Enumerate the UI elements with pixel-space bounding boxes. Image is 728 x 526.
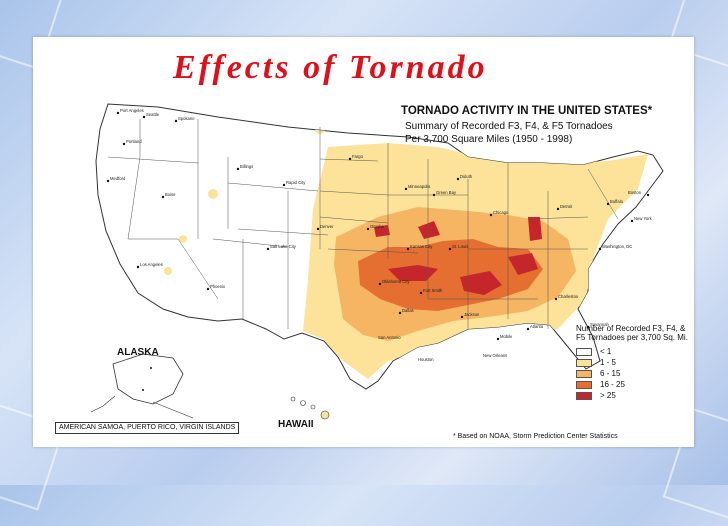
legend-label: 6 - 15 bbox=[600, 369, 621, 378]
svg-text:Los Angeles: Los Angeles bbox=[140, 262, 163, 267]
hawaii-inset bbox=[290, 396, 330, 420]
svg-text:Fort Smith: Fort Smith bbox=[423, 288, 443, 293]
legend-label: 16 - 25 bbox=[600, 380, 625, 389]
svg-text:Fargo: Fargo bbox=[352, 154, 364, 159]
density-16-25 bbox=[358, 239, 543, 311]
city-dots bbox=[106, 111, 650, 341]
svg-text:Billings: Billings bbox=[240, 164, 253, 169]
svg-text:St. Louis: St. Louis bbox=[452, 244, 468, 249]
legend-swatch bbox=[576, 391, 592, 400]
legend-item: 1 - 5 bbox=[576, 357, 694, 368]
density-over-25 bbox=[388, 265, 438, 281]
svg-text:Savannah: Savannah bbox=[590, 322, 610, 327]
legend-swatch bbox=[576, 369, 592, 378]
territories-note: AMERICAN SAMOA, PUERTO RICO, VIRGIN ISLA… bbox=[55, 422, 240, 434]
svg-text:Green Bay: Green Bay bbox=[436, 190, 457, 195]
svg-text:Boise: Boise bbox=[165, 192, 176, 197]
svg-text:Jackson: Jackson bbox=[464, 312, 480, 317]
map-footnote: * Based on NOAA, Storm Prediction Center… bbox=[453, 433, 618, 440]
svg-text:Buffalo: Buffalo bbox=[610, 199, 624, 204]
svg-text:Boston: Boston bbox=[628, 190, 642, 195]
hawaii-label: HAWAII bbox=[278, 419, 314, 430]
legend-label: > 25 bbox=[600, 391, 616, 400]
density-spot bbox=[208, 189, 218, 199]
state-borders bbox=[107, 119, 619, 329]
svg-text:San Antonio: San Antonio bbox=[378, 335, 401, 340]
svg-text:Medford: Medford bbox=[110, 176, 126, 181]
svg-text:Rapid City: Rapid City bbox=[286, 180, 306, 185]
legend-label: < 1 bbox=[600, 347, 612, 356]
svg-text:Charleston: Charleston bbox=[558, 294, 579, 299]
svg-text:Spokane: Spokane bbox=[178, 116, 195, 121]
svg-text:Oklahoma City: Oklahoma City bbox=[382, 279, 410, 284]
svg-text:Duluth: Duluth bbox=[460, 174, 473, 179]
svg-text:Detroit: Detroit bbox=[560, 204, 573, 209]
density-over-25 bbox=[528, 217, 542, 241]
density-over-25 bbox=[460, 271, 502, 295]
svg-text:New Orleans: New Orleans bbox=[483, 353, 507, 358]
svg-text:Chicago: Chicago bbox=[493, 210, 509, 215]
svg-text:Phoenix: Phoenix bbox=[210, 284, 226, 289]
density-spot bbox=[164, 267, 172, 275]
svg-text:Seattle: Seattle bbox=[146, 112, 160, 117]
density-over-25 bbox=[508, 253, 538, 275]
slide: Effects of Tornado bbox=[33, 37, 694, 447]
map-legend: Number of Recorded F3, F4, & F5 Tornadoe… bbox=[576, 324, 694, 401]
svg-text:Kansas City: Kansas City bbox=[410, 244, 433, 249]
legend-swatch bbox=[576, 380, 592, 389]
svg-text:Atlanta: Atlanta bbox=[530, 324, 544, 329]
legend-item: < 1 bbox=[576, 346, 694, 357]
alaska-label: ALASKA bbox=[117, 347, 159, 358]
legend-item: > 25 bbox=[576, 390, 694, 401]
density-spot bbox=[179, 235, 187, 243]
density-spot bbox=[598, 184, 608, 194]
map-subtitle-line: Per 3,700 Square Miles (1950 - 1998) bbox=[405, 134, 573, 145]
map-title: TORNADO ACTIVITY IN THE UNITED STATES* bbox=[401, 105, 653, 117]
svg-text:Minneapolis: Minneapolis bbox=[408, 184, 430, 189]
legend-label: 1 - 5 bbox=[600, 358, 617, 367]
svg-text:Denver: Denver bbox=[320, 224, 334, 229]
legend-swatch bbox=[576, 358, 592, 367]
map-subtitle-line: Summary of Recorded F3, F4, & F5 Tornado… bbox=[405, 121, 613, 132]
svg-text:New York: New York bbox=[634, 216, 653, 221]
legend-item: 16 - 25 bbox=[576, 379, 694, 390]
legend-item: 6 - 15 bbox=[576, 368, 694, 379]
density-over-25 bbox=[418, 221, 440, 239]
svg-text:Houston: Houston bbox=[418, 357, 434, 362]
svg-text:Portland: Portland bbox=[126, 139, 142, 144]
legend-swatch bbox=[576, 347, 592, 356]
svg-text:Port Angeles: Port Angeles bbox=[120, 108, 144, 113]
density-over-25 bbox=[374, 225, 390, 237]
svg-text:Dallas: Dallas bbox=[402, 308, 414, 313]
svg-text:Salt Lake City: Salt Lake City bbox=[270, 244, 297, 249]
svg-text:Washington, DC: Washington, DC bbox=[602, 244, 632, 249]
slide-title: Effects of Tornado bbox=[173, 49, 488, 86]
svg-text:Omaha: Omaha bbox=[370, 224, 384, 229]
legend-title: Number of Recorded F3, F4, & F5 Tornadoe… bbox=[576, 324, 688, 342]
alaska-inset bbox=[90, 353, 194, 419]
svg-text:Mobile: Mobile bbox=[500, 334, 513, 339]
map-subtitle: Summary of Recorded F3, F4, & F5 Tornado… bbox=[405, 120, 613, 146]
